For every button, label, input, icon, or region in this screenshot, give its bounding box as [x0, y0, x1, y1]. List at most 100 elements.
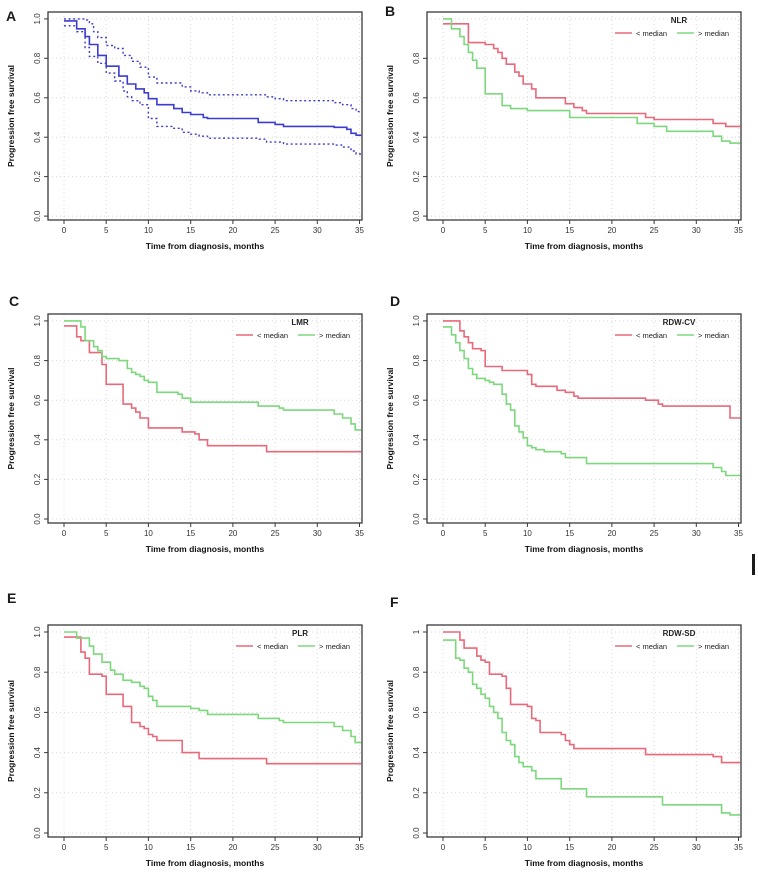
gridlines — [427, 625, 741, 837]
legend-entry-label: > median — [319, 642, 350, 651]
legend: NLR < median > median — [615, 16, 729, 38]
x-tick-label: 0 — [441, 226, 446, 235]
x-tick-label: 30 — [313, 226, 322, 235]
x-tick-label: 15 — [565, 226, 574, 235]
x-axis-title: Time from diagnosis, months — [525, 241, 644, 251]
panel-letter-b: B — [385, 3, 396, 19]
legend-entry-label: < median — [257, 642, 288, 651]
y-tick-label: 0.8 — [412, 666, 421, 678]
y-tick-label: 0.6 — [412, 92, 421, 104]
x-tick-label: 5 — [104, 226, 109, 235]
panel-letter-c: C — [9, 293, 20, 309]
x-tick-label: 20 — [228, 843, 237, 852]
y-tick-label: 1.0 — [33, 315, 42, 327]
x-tick-label: 15 — [565, 529, 574, 538]
y-tick-label: 0.4 — [412, 434, 421, 446]
x-tick-label: 15 — [186, 843, 195, 852]
x-tick-label: 35 — [734, 226, 743, 235]
series-lower-95-ci — [64, 25, 362, 155]
legend-entry-label: > median — [698, 642, 729, 651]
x-tick-label: 35 — [734, 529, 743, 538]
plot-border — [47, 624, 363, 838]
y-tick-label: 0.4 — [412, 746, 421, 758]
survival-plot-a: 0 5 10 15 20 25 30 35 0.0 0.2 0.4 0.6 0.8 1.0 Time fro… — [6, 11, 364, 251]
legend-entry-label: < median — [636, 331, 667, 340]
x-tick-label: 5 — [483, 843, 488, 852]
y-tick-label: 0.6 — [412, 706, 421, 718]
x-axis-title: Time from diagnosis, months — [146, 241, 265, 251]
y-tick-label: 0.4 — [33, 131, 42, 143]
x-axis-title: Time from diagnosis, months — [146, 858, 265, 868]
x-tick-label: 25 — [650, 226, 659, 235]
x-tick-label: 35 — [734, 843, 743, 852]
y-tick-label: 0.0 — [412, 210, 421, 222]
y-axis-title: Progression free survival — [6, 367, 16, 469]
y-tick-label: 0.0 — [412, 827, 421, 839]
y-tick-label: 0.0 — [33, 210, 42, 222]
series-median — [443, 23, 741, 128]
survival-plot-c: 0 5 10 15 20 25 30 35 0.0 0.2 0.4 0.6 0.8 1.0 Time fro… — [6, 313, 364, 554]
y-tick-label: 0.2 — [412, 170, 421, 182]
axes: 0 5 10 15 20 25 30 35 0.0 0.2 0.4 0.6 0.8 1 — [412, 629, 743, 852]
y-axis-title: Progression free survival — [385, 367, 395, 469]
plot-border — [47, 11, 363, 221]
x-tick-label: 30 — [692, 843, 701, 852]
x-tick-label: 15 — [186, 529, 195, 538]
y-tick-label: 0.2 — [33, 473, 42, 485]
y-tick-label: 0.0 — [412, 513, 421, 525]
x-tick-label: 5 — [483, 529, 488, 538]
x-tick-label: 25 — [650, 529, 659, 538]
panel-d: D 0 5 10 15 20 25 30 35 0.0 0.2 0.4 0.6 0.8 1.0 Time f… — [379, 285, 758, 575]
legend-title: RDW-CV — [663, 318, 696, 327]
scan-artifact-mark — [752, 554, 755, 575]
plot-border — [426, 11, 742, 221]
legend-entry-label: < median — [636, 642, 667, 651]
series-median — [443, 639, 741, 816]
x-tick-label: 30 — [313, 529, 322, 538]
legend-title: NLR — [671, 16, 688, 25]
legend: LMR< median > median — [236, 318, 350, 340]
series-median — [443, 326, 741, 477]
legend-entry-label: > median — [319, 331, 350, 340]
survival-plot-d: 0 5 10 15 20 25 30 35 0.0 0.2 0.4 0.6 0.8 1.0 Time fro… — [385, 313, 743, 554]
x-tick-label: 20 — [607, 529, 616, 538]
y-tick-label: 0.8 — [33, 52, 42, 64]
x-tick-label: 0 — [62, 843, 67, 852]
y-tick-label: 0.8 — [412, 354, 421, 366]
x-tick-label: 10 — [144, 529, 153, 538]
axes: 0 5 10 15 20 25 30 35 0.0 0.2 0.4 0.6 0.8 1.0 — [33, 315, 364, 538]
x-tick-label: 10 — [144, 226, 153, 235]
y-axis-title: Progression free survival — [385, 65, 395, 167]
y-axis-title: Progression free survival — [385, 680, 395, 782]
x-tick-label: 0 — [441, 843, 446, 852]
plot-border — [426, 313, 742, 524]
x-tick-label: 30 — [692, 226, 701, 235]
plot-border — [426, 624, 742, 838]
x-tick-label: 25 — [271, 226, 280, 235]
x-tick-label: 35 — [355, 226, 364, 235]
panel-c: C 0 5 10 15 20 25 30 35 0.0 0.2 0.4 0.6 0.8 1.0 Time f… — [0, 285, 379, 575]
legend-title: RDW-SD — [663, 629, 696, 638]
x-tick-label: 35 — [355, 843, 364, 852]
y-tick-label: 0.8 — [412, 52, 421, 64]
y-tick-label: 0.2 — [33, 787, 42, 799]
x-tick-label: 30 — [313, 843, 322, 852]
y-tick-label: 0.6 — [33, 92, 42, 104]
x-axis-title: Time from diagnosis, months — [525, 544, 644, 554]
panel-e: E 0 5 10 15 20 25 30 35 0.0 0.2 0.4 0.6 0.8 1.0 Time f… — [0, 590, 379, 881]
series-pfs-estimate — [64, 20, 362, 136]
series-median — [443, 18, 741, 144]
x-tick-label: 0 — [62, 529, 67, 538]
legend: RDW-SD < median > median — [615, 629, 729, 651]
x-tick-label: 0 — [62, 226, 67, 235]
x-tick-label: 5 — [104, 529, 109, 538]
y-tick-label: 0.6 — [33, 706, 42, 718]
series-median — [443, 320, 741, 419]
series-median — [443, 631, 741, 764]
axes: 0 5 10 15 20 25 30 35 0.0 0.2 0.4 0.6 0.8 — [412, 52, 743, 235]
panel-f: F 0 5 10 15 20 25 30 35 0.0 0.2 0.4 0.6 0.8 1 Time fro… — [379, 590, 758, 881]
panel-letter-a: A — [6, 8, 17, 24]
legend: PLR < median > median — [236, 629, 350, 651]
series-median — [64, 631, 362, 744]
